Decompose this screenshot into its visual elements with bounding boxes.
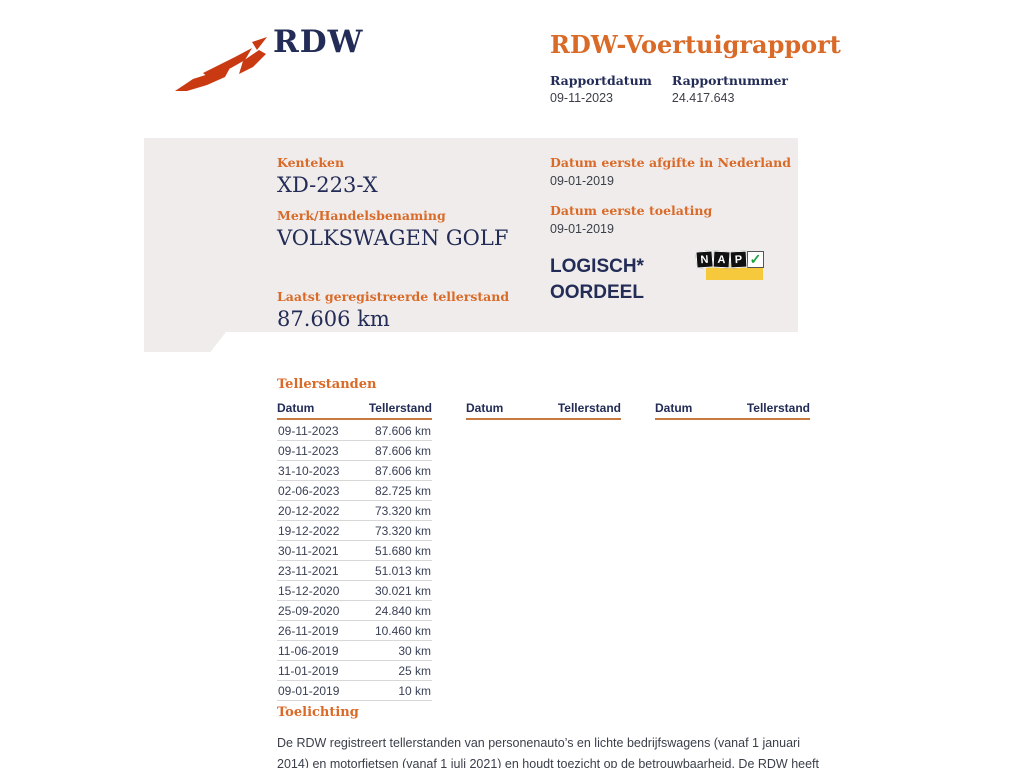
row-odometer-value: 24.840 km [374, 603, 431, 618]
report-number: Rapportnummer 24.417.643 [672, 73, 788, 105]
row-date: 31-10-2023 [278, 463, 340, 478]
row-date: 15-12-2020 [278, 583, 340, 598]
table-row: 20-12-2022 73.320 km [277, 501, 432, 521]
report-number-value: 24.417.643 [671, 91, 735, 105]
table-header-group-1: Datum Tellerstand [277, 401, 432, 420]
kenteken-value: XD-223-X [277, 173, 378, 197]
vehicle-identity: Kenteken XD-223-X Merk/Handelsbenaming V… [277, 155, 508, 250]
table-row: 02-06-2023 82.725 km [277, 481, 432, 501]
col-datum-1: Datum [277, 401, 315, 415]
table-header-row: Datum Tellerstand Datum Tellerstand Datu… [277, 401, 810, 420]
toelichting-title: Toelichting [277, 705, 359, 720]
table-row: 09-01-2019 10 km [277, 681, 432, 701]
row-odometer-value: 73.320 km [374, 503, 431, 518]
col-tellerstand-1: Tellerstand [368, 401, 432, 415]
toelichting-section: Toelichting De RDW registreert tellersta… [277, 705, 829, 768]
oordeel-verdict: LOGISCH* OORDEEL [550, 254, 644, 306]
oordeel-line2: OORDEEL [550, 282, 644, 303]
table-row: 09-11-2023 87.606 km [277, 441, 432, 461]
vehicle-summary-panel: Kenteken XD-223-X Merk/Handelsbenaming V… [144, 138, 798, 332]
table-row: 30-11-2021 51.680 km [277, 541, 432, 561]
afgifte-label: Datum eerste afgifte in Nederland [550, 155, 791, 170]
nap-letter-n: N [695, 250, 714, 269]
row-odometer-value: 30 km [398, 643, 431, 658]
row-date: 25-09-2020 [278, 603, 340, 618]
row-date: 09-01-2019 [278, 683, 340, 698]
table-row: 09-11-2023 87.606 km [277, 421, 432, 441]
table-row: 31-10-2023 87.606 km [277, 461, 432, 481]
table-row: 11-06-2019 30 km [277, 641, 432, 661]
row-date: 09-11-2023 [278, 443, 339, 458]
table-row: 25-09-2020 24.840 km [277, 601, 432, 621]
row-date: 11-01-2019 [278, 663, 339, 678]
row-odometer-value: 25 km [398, 663, 431, 678]
tellerstanden-title: Tellerstanden [277, 377, 377, 392]
report-meta: Rapportdatum 09-11-2023 Rapportnummer 24… [550, 73, 850, 105]
row-odometer-value: 82.725 km [374, 483, 431, 498]
toelating-label: Datum eerste toelating [550, 203, 713, 218]
row-date: 26-11-2019 [278, 623, 339, 638]
row-odometer-value: 73.320 km [374, 523, 431, 538]
afgifte-value: 09-01-2019 [550, 174, 614, 188]
brand-logo-text: RDW [273, 24, 364, 60]
report-number-label: Rapportnummer [671, 73, 789, 88]
odometer-rows: 09-11-2023 87.606 km 09-11-2023 87.606 k… [277, 421, 432, 701]
row-odometer-value: 10 km [398, 683, 431, 698]
tellerstanden-section: Tellerstanden Datum Tellerstand Datum Te… [277, 377, 810, 701]
row-odometer-value: 87.606 km [374, 463, 431, 478]
oordeel-line1: LOGISCH* [550, 256, 644, 277]
row-odometer-value: 87.606 km [374, 423, 431, 438]
table-row: 19-12-2022 73.320 km [277, 521, 432, 541]
tellerstand-label: Laatst geregistreerde tellerstand [277, 289, 510, 304]
row-date: 11-06-2019 [278, 643, 339, 658]
row-date: 23-11-2021 [278, 563, 339, 578]
col-datum-2: Datum [466, 401, 504, 415]
panel-corner-tab [144, 332, 226, 352]
col-tellerstand-2: Tellerstand [557, 401, 621, 415]
nap-letter-p: P [729, 250, 748, 269]
nap-logo: N A P ✓ [695, 250, 764, 281]
row-odometer-value: 30.021 km [374, 583, 431, 598]
table-header-group-2: Datum Tellerstand [466, 401, 621, 420]
kenteken-label: Kenteken [277, 155, 345, 170]
table-row: 23-11-2021 51.013 km [277, 561, 432, 581]
registration-dates: Datum eerste afgifte in Nederland 09-01-… [550, 155, 791, 236]
row-odometer-value: 10.460 km [374, 623, 431, 638]
row-odometer-value: 51.680 km [374, 543, 431, 558]
merk-value: VOLKSWAGEN GOLF [277, 226, 509, 250]
rdw-wing-icon [173, 33, 269, 95]
report-header: RDW-Voertuigrapport Rapportdatum 09-11-2… [550, 30, 850, 105]
report-date-value: 09-11-2023 [550, 91, 614, 105]
row-date: 19-12-2022 [278, 523, 340, 538]
nap-letter-a: A [712, 250, 731, 269]
table-row: 11-01-2019 25 km [277, 661, 432, 681]
col-tellerstand-3: Tellerstand [746, 401, 810, 415]
toelichting-text: De RDW registreert tellerstanden van per… [277, 736, 819, 768]
nap-letter-squares: N A P ✓ [695, 250, 764, 269]
table-row: 15-12-2020 30.021 km [277, 581, 432, 601]
row-date: 09-11-2023 [278, 423, 339, 438]
report-date-label: Rapportdatum [550, 73, 652, 88]
col-datum-3: Datum [655, 401, 693, 415]
tellerstand-value: 87.606 km [277, 307, 390, 331]
nap-check-icon: ✓ [747, 251, 764, 268]
table-header-group-3: Datum Tellerstand [655, 401, 810, 420]
row-odometer-value: 87.606 km [374, 443, 431, 458]
last-odometer: Laatst geregistreerde tellerstand 87.606… [277, 289, 509, 331]
row-date: 20-12-2022 [278, 503, 340, 518]
page-title: RDW-Voertuigrapport [550, 30, 841, 59]
report-date: Rapportdatum 09-11-2023 [550, 73, 652, 105]
row-date: 30-11-2021 [278, 543, 339, 558]
row-odometer-value: 51.013 km [374, 563, 431, 578]
row-date: 02-06-2023 [278, 483, 340, 498]
table-row: 26-11-2019 10.460 km [277, 621, 432, 641]
merk-label: Merk/Handelsbenaming [277, 208, 446, 223]
toelating-value: 09-01-2019 [550, 222, 614, 236]
